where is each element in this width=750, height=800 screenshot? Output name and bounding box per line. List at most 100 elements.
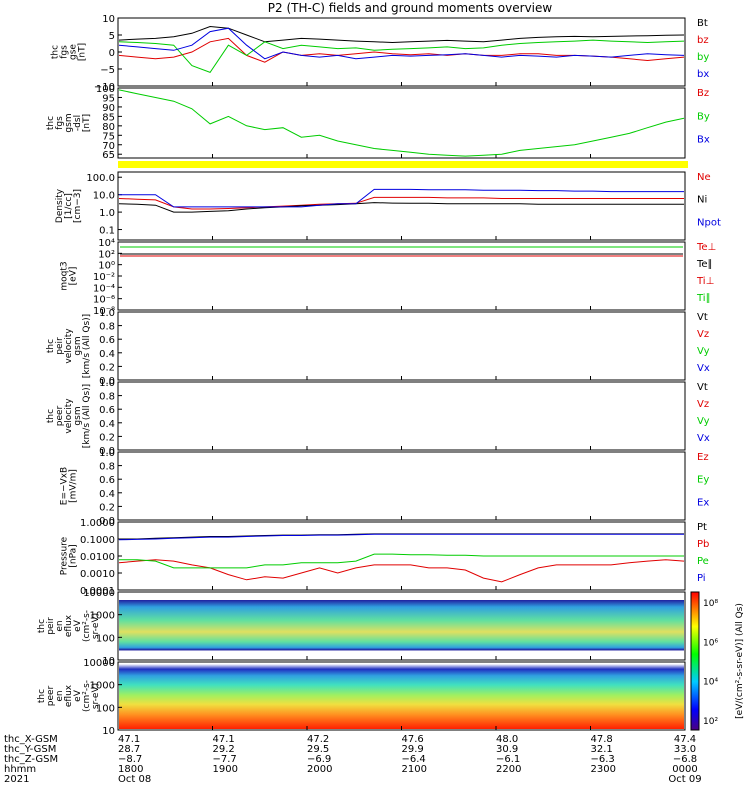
- y-axis-label: thc peer velocity gsm [km/s (All Qs)]: [46, 384, 92, 448]
- legend-entry: Vz: [697, 329, 709, 340]
- y-tick-label: 85: [102, 112, 115, 123]
- x-axis-value: 29.5: [307, 744, 329, 755]
- y-axis-label-line: fgs: [60, 45, 70, 59]
- y-tick-label: 0.2: [99, 362, 115, 373]
- y-axis-label-line: [nT]: [78, 43, 88, 61]
- y-axis-label-line: [nT]: [82, 114, 92, 132]
- y-tick-label: 65: [102, 150, 115, 161]
- y-axis-label-line: gsm: [73, 336, 83, 355]
- x-axis-value: 29.9: [402, 744, 424, 755]
- y-tick-label: 10000: [83, 658, 115, 669]
- y-axis-label: thc peir velocity gsm [km/s (All Qs)]: [46, 314, 92, 378]
- panel-frame: [117, 381, 686, 451]
- y-tick-label: 1.0000: [80, 518, 115, 529]
- legend-entry: Vt: [697, 312, 708, 323]
- y-axis-label-line: peer: [46, 685, 56, 706]
- x-axis-value: −6.1: [496, 754, 520, 765]
- y-tick-label: 10⁰: [98, 261, 115, 272]
- y-tick-label: 0.0: [99, 376, 115, 387]
- panel-peir-eflux: 10000 1000 100 10 thc peir en eflux eV (cm²-s-sr-…: [37, 588, 686, 667]
- legend-entry: Vy: [697, 346, 710, 357]
- legend-entry: Bz: [697, 88, 709, 99]
- y-tick-label: 0.4: [99, 489, 115, 500]
- y-tick-label: 0.8: [99, 462, 115, 473]
- y-axis-label: thc fgs gse [nT]: [51, 43, 88, 61]
- series-line-Pi: [118, 533, 684, 541]
- x-axis-value: 47.4: [674, 734, 696, 745]
- legend-entry: Ti⊥: [696, 276, 714, 287]
- legend-entry: Bx: [697, 135, 710, 146]
- y-tick-label: 0.0: [99, 516, 115, 527]
- y-axis-label-line: E=−VxB: [60, 467, 70, 505]
- y-axis-label-line: Pressure: [60, 536, 70, 575]
- legend-entry: Ne: [697, 172, 711, 183]
- series-line-Ni: [118, 202, 684, 213]
- y-tick-label: 70: [102, 141, 115, 152]
- x-axis-value: −6.4: [402, 754, 426, 765]
- series-line-Npot: [119, 188, 684, 208]
- y-tick-label: 0.4: [99, 349, 115, 360]
- y-axis-label-line: thc: [46, 409, 56, 423]
- panel-frame: [117, 451, 686, 521]
- x-axis-row-label: 2021: [4, 774, 29, 785]
- x-axis-value: 32.1: [591, 744, 613, 755]
- y-axis-label-line: eflux: [64, 684, 74, 707]
- x-axis-value: −7.7: [213, 754, 237, 765]
- panel-frame: [117, 171, 686, 241]
- panel-frame: [117, 241, 686, 311]
- legend-entry: Pi: [697, 573, 706, 584]
- x-axis-row-label: thc_Z-GSM: [4, 754, 58, 765]
- y-tick-label: 0.4: [99, 419, 115, 430]
- y-axis-label-line: peir: [55, 337, 65, 355]
- y-axis-label-line: sr-eV): [91, 683, 101, 709]
- legend-entry: Vz: [697, 399, 709, 410]
- y-axis-label-line: (cm²-s-: [82, 680, 92, 712]
- y-tick-label: 100: [96, 84, 115, 95]
- y-tick-label: 0.1000: [80, 535, 115, 546]
- panel-frame: [117, 87, 686, 159]
- y-tick-label: 10: [102, 14, 115, 25]
- y-tick-label: 0.1: [99, 226, 115, 237]
- y-tick-label: 1.0: [99, 378, 115, 389]
- series-line-Ne: [118, 196, 684, 210]
- panel-efield: 1.0 0.8 0.6 0.4 0.2 0.0 E=−VxB [mV/m] Ez Ey Ex: [60, 448, 710, 527]
- x-axis-value: 33.0: [674, 744, 696, 755]
- x-axis-row-label: hhmm: [4, 764, 36, 775]
- y-tick-label: 0.0001: [80, 586, 115, 597]
- x-axis-value: 2200: [496, 764, 521, 775]
- y-tick-label: 5: [109, 31, 115, 42]
- y-axis-label-line: gsm: [64, 113, 74, 132]
- y-tick-label: 10: [102, 656, 115, 667]
- legend-entry: bz: [697, 35, 709, 46]
- y-tick-label: 80: [102, 122, 115, 133]
- y-axis-label-line: eV: [73, 619, 83, 632]
- series-line-by: [118, 39, 685, 74]
- series-line-Bt: [118, 25, 685, 44]
- y-tick-label: 0.2: [99, 432, 115, 443]
- y-tick-label: 0.0100: [80, 552, 115, 563]
- y-axis-label-line: [nPa]: [69, 544, 79, 567]
- x-axis-value: 1800: [118, 764, 143, 775]
- x-axis-value: −8.7: [118, 754, 142, 765]
- x-axis-value: −6.9: [307, 754, 331, 765]
- y-axis-label: E=−VxB [mV/m]: [60, 467, 79, 505]
- series-line-bx: [118, 27, 685, 60]
- y-tick-label: 100: [96, 703, 115, 714]
- y-axis-label-line: thc: [37, 689, 47, 703]
- y-tick-label: 0.8: [99, 392, 115, 403]
- y-tick-label: 1.0: [99, 308, 115, 319]
- y-axis-label-line: [km/s (All Qs)]: [82, 384, 92, 448]
- y-tick-label: 100.0: [86, 173, 115, 184]
- y-tick-label: 10.0: [93, 191, 115, 202]
- colorbar-label: [eV/(cm²-s-sr-eV)] (All Qs): [735, 603, 745, 719]
- x-axis-value: 47.1: [213, 734, 235, 745]
- y-axis-label-line: en: [55, 690, 65, 701]
- y-axis-label: thc fgs gsm -dsl [nT]: [46, 113, 92, 132]
- legend-entry: Vy: [697, 416, 710, 427]
- legend-entry: Ez: [697, 452, 709, 463]
